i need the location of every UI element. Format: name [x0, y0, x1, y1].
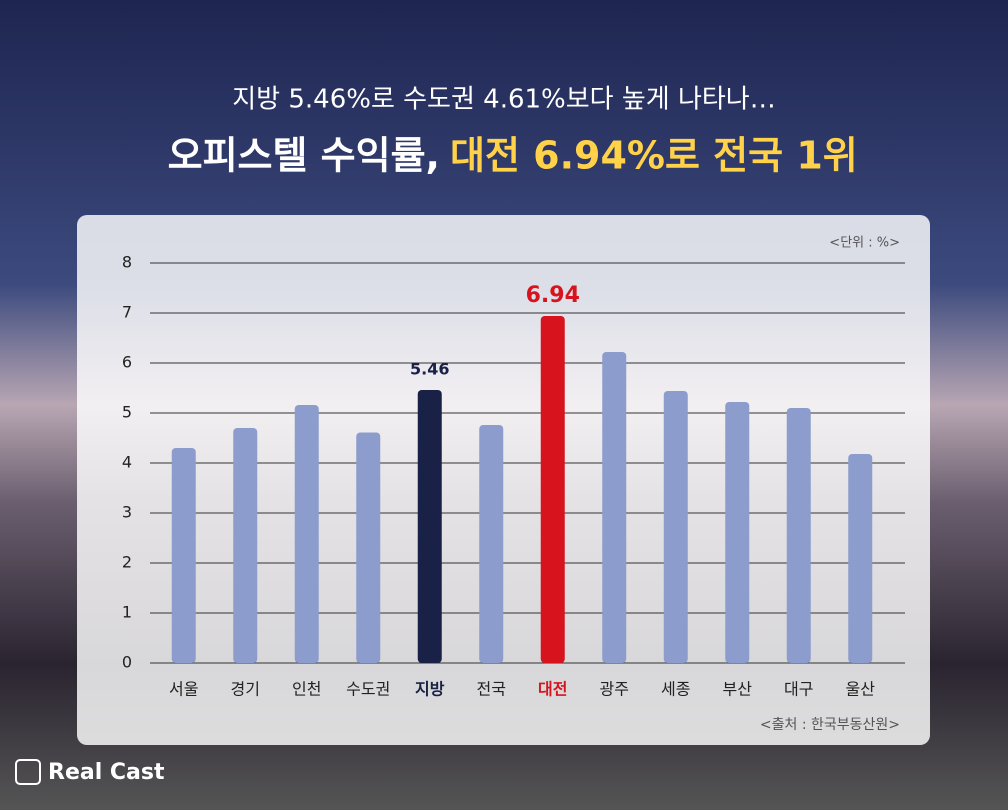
bar: [479, 425, 504, 663]
x-tick-label: 인천: [292, 680, 321, 699]
chart-title: 오피스텔 수익률,: [168, 134, 440, 178]
bar: [540, 316, 565, 663]
logo: Real Cast: [48, 760, 165, 785]
x-tick-label: 서울: [169, 680, 198, 699]
bar: [171, 448, 196, 663]
x-tick-label: 대구: [784, 680, 813, 699]
bar: [233, 428, 258, 663]
bar: [602, 352, 627, 663]
bar: [725, 402, 750, 663]
bar: [417, 390, 442, 663]
y-tick-label: 2: [122, 553, 132, 572]
bar: [294, 405, 319, 663]
x-tick-label: 경기: [231, 680, 260, 699]
y-tick-label: 3: [122, 503, 132, 522]
logo-icon: [15, 759, 41, 785]
y-tick-label: 0: [122, 653, 132, 672]
chart-title-highlight: 대전 6.94%로 전국 1위: [450, 134, 858, 178]
y-tick-label: 4: [122, 453, 132, 472]
x-tick-label: 광주: [600, 680, 629, 699]
x-tick-label: 전국: [477, 680, 506, 699]
source-label: <출처 : 한국부동산원>: [760, 717, 900, 733]
x-tick-label: 지방: [415, 680, 445, 699]
y-tick-label: 1: [122, 603, 132, 622]
x-tick-label: 세종: [661, 680, 690, 699]
unit-label: <단위 : %>: [829, 236, 900, 251]
y-tick-label: 5: [122, 403, 132, 422]
x-tick-label: 부산: [723, 680, 753, 699]
bar: [356, 432, 381, 663]
chart-subtitle: 지방 5.46%로 수도권 4.61%보다 높게 나타나…: [232, 85, 775, 115]
value-label: 6.94: [526, 283, 580, 308]
x-tick-label: 울산: [846, 680, 876, 699]
value-label: 5.46: [410, 360, 449, 379]
y-tick-label: 8: [122, 253, 132, 272]
x-tick-label: 수도권: [346, 680, 390, 699]
bar: [663, 391, 688, 663]
bar: [848, 454, 873, 663]
y-tick-label: 7: [122, 303, 132, 322]
bar: [786, 408, 811, 663]
x-tick-label: 대전: [538, 680, 567, 699]
y-tick-label: 6: [122, 353, 132, 372]
